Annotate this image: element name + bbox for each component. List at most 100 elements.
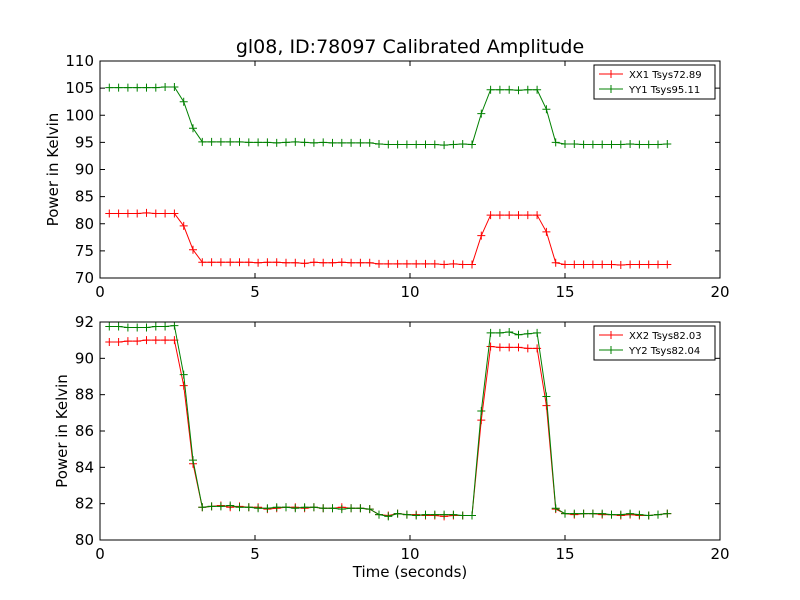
data-point-marker <box>486 328 495 337</box>
data-point-marker <box>216 258 225 267</box>
data-point-marker <box>495 211 504 220</box>
data-point-marker <box>207 502 216 511</box>
data-point-marker <box>393 140 402 149</box>
data-point-marker <box>198 258 207 267</box>
data-point-marker <box>654 510 662 519</box>
data-point-marker <box>468 140 476 149</box>
data-point-marker <box>570 260 579 269</box>
y-tick-label: 82 <box>75 495 94 513</box>
data-point-marker <box>412 511 421 520</box>
data-point-marker <box>430 140 439 149</box>
data-point-marker <box>235 258 244 267</box>
data-point-marker <box>654 260 662 269</box>
data-point-marker <box>663 509 672 518</box>
data-point-marker <box>644 140 653 149</box>
y-axis-label: Power in Kelvin <box>53 374 71 488</box>
legend-label: XX2 Tsys82.03 <box>629 331 702 342</box>
data-point-marker <box>542 392 551 401</box>
data-point-marker <box>486 211 495 220</box>
data-point-marker <box>523 344 532 353</box>
data-point-marker <box>468 260 476 269</box>
data-point-marker <box>272 503 281 512</box>
data-point-marker <box>449 140 458 149</box>
y-tick-label: 90 <box>75 349 94 367</box>
data-point-marker <box>533 85 542 94</box>
data-point-marker <box>291 258 300 267</box>
legend-label: YY2 Tsys82.04 <box>628 346 700 357</box>
data-point-marker <box>142 336 151 345</box>
data-point-marker <box>542 105 551 114</box>
data-point-marker <box>123 209 132 218</box>
data-point-marker <box>216 502 225 511</box>
bottom-plot: 0 5 10 15 20 80 82 84 86 88 90 92 Power in Kelvin Tim… <box>53 313 730 581</box>
data-point-marker <box>440 510 449 519</box>
data-point-marker <box>105 209 114 218</box>
data-point-marker <box>384 140 393 149</box>
data-point-marker <box>616 510 625 519</box>
data-point-marker <box>607 510 616 519</box>
data-point-marker <box>105 337 114 346</box>
data-point-marker <box>263 258 272 267</box>
data-point-marker <box>412 140 421 149</box>
data-point-marker <box>477 231 486 240</box>
data-point-marker <box>328 138 337 147</box>
data-point-marker <box>170 209 179 218</box>
data-point-marker <box>337 138 346 147</box>
x-tick-label: 0 <box>95 283 105 301</box>
data-point-marker <box>412 259 421 268</box>
data-point-marker <box>309 503 318 512</box>
legend-marker <box>607 85 615 93</box>
x-tick-label: 10 <box>400 283 419 301</box>
data-point-marker <box>505 343 514 352</box>
data-point-marker <box>598 509 607 518</box>
data-point-marker <box>123 337 132 346</box>
data-point-marker <box>579 260 588 269</box>
legend-label: XX1 Tsys72.89 <box>629 70 702 81</box>
data-point-marker <box>430 510 439 519</box>
data-point-marker <box>226 501 235 510</box>
data-point-marker <box>635 260 644 269</box>
data-point-marker <box>644 260 653 269</box>
data-point-marker <box>663 260 672 269</box>
data-point-marker <box>328 258 337 267</box>
data-point-marker <box>356 138 365 147</box>
data-point-marker <box>458 511 467 520</box>
data-point-marker <box>523 85 532 94</box>
y-axis-label: Power in Kelvin <box>44 113 62 227</box>
y-tick-label: 88 <box>75 386 94 404</box>
data-point-marker <box>105 83 114 92</box>
data-point-marker <box>309 138 318 147</box>
data-point-marker <box>142 83 151 92</box>
data-point-marker <box>300 503 309 512</box>
data-point-marker <box>123 323 132 332</box>
data-point-marker <box>142 323 151 332</box>
data-point-marker <box>588 260 597 269</box>
data-point-marker <box>421 140 430 149</box>
data-point-marker <box>198 503 207 512</box>
data-point-marker <box>421 510 430 519</box>
data-point-marker <box>263 504 272 513</box>
x-tick-label: 5 <box>250 545 260 563</box>
data-point-marker <box>607 140 616 149</box>
y-tick-label: 92 <box>75 313 94 331</box>
data-point-marker <box>495 343 504 352</box>
legend-marker <box>607 331 615 339</box>
legend-marker <box>607 346 615 354</box>
data-point-marker <box>579 140 588 149</box>
data-point-marker <box>375 140 383 149</box>
x-tick-label: 5 <box>250 283 260 301</box>
data-point-marker <box>514 343 523 352</box>
data-point-marker <box>300 259 309 268</box>
data-point-marker <box>458 260 467 269</box>
data-point-marker <box>272 258 281 267</box>
data-point-marker <box>114 337 123 346</box>
data-point-marker <box>282 503 290 512</box>
data-point-marker <box>588 509 597 518</box>
data-point-marker <box>365 138 374 147</box>
data-point-marker <box>449 259 458 268</box>
data-point-marker <box>505 85 514 94</box>
data-point-marker <box>347 138 356 147</box>
data-point-marker <box>533 328 542 337</box>
data-point-marker <box>179 370 188 379</box>
